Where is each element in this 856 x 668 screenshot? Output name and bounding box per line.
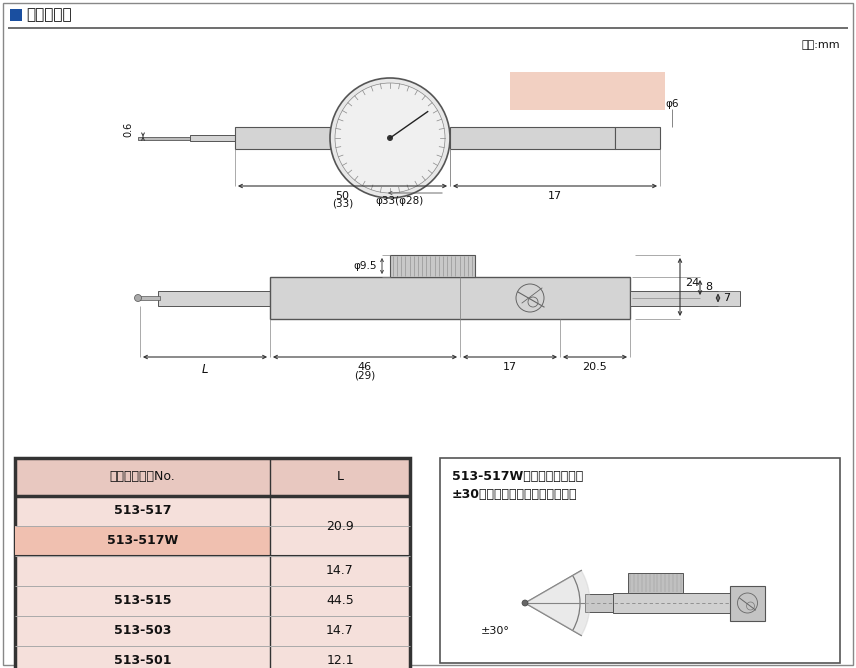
Text: 単体・コードNo.: 単体・コードNo.: [110, 470, 175, 484]
Text: 513-503: 513-503: [114, 625, 171, 637]
Text: φ9.5: φ9.5: [354, 261, 377, 271]
Text: 17: 17: [548, 191, 562, 201]
Text: 8: 8: [705, 283, 712, 293]
Bar: [630, 291, 740, 305]
Text: 44.5: 44.5: [326, 595, 354, 607]
Bar: [138, 296, 160, 300]
Circle shape: [387, 135, 393, 141]
Text: 24: 24: [685, 278, 699, 288]
Text: φ33(φ28): φ33(φ28): [376, 196, 424, 206]
Text: 外観寸法図: 外観寸法図: [26, 7, 72, 23]
Text: 17: 17: [503, 362, 517, 372]
Text: L: L: [336, 470, 343, 484]
Bar: [15, 458, 410, 668]
Bar: [15, 526, 270, 556]
Text: 0.6: 0.6: [123, 122, 133, 137]
Bar: [270, 277, 630, 319]
Text: (29): (29): [354, 371, 376, 381]
Bar: [158, 291, 270, 305]
Text: 513-517Wの場合は測定子を
±30度の範囲でご使用ください。: 513-517Wの場合は測定子を ±30度の範囲でご使用ください。: [452, 470, 583, 501]
Bar: [613, 593, 730, 613]
Text: 単位:mm: 単位:mm: [801, 40, 840, 50]
Circle shape: [522, 600, 528, 606]
Circle shape: [134, 295, 141, 301]
Bar: [138, 136, 190, 140]
Bar: [15, 458, 410, 668]
Text: 12.1: 12.1: [326, 655, 354, 667]
Bar: [730, 585, 765, 621]
Text: 20.5: 20.5: [583, 362, 608, 372]
Bar: [10, 9, 22, 21]
Text: 14.7: 14.7: [326, 564, 354, 578]
Polygon shape: [525, 570, 590, 635]
Text: L: L: [202, 363, 208, 376]
Text: ±30°: ±30°: [481, 626, 510, 636]
Text: 46: 46: [358, 362, 372, 372]
Bar: [235, 127, 330, 149]
Text: 513-515: 513-515: [114, 595, 171, 607]
Bar: [15, 458, 410, 496]
Text: 50: 50: [336, 191, 349, 201]
Circle shape: [330, 78, 450, 198]
Bar: [440, 458, 840, 663]
Bar: [390, 255, 475, 277]
Text: φ6: φ6: [665, 99, 679, 109]
Circle shape: [335, 83, 445, 193]
Text: 513-517W: 513-517W: [107, 534, 178, 548]
Text: 20.9: 20.9: [326, 520, 354, 532]
Bar: [628, 573, 683, 593]
Text: 14.7: 14.7: [326, 625, 354, 637]
Text: 513-501: 513-501: [114, 655, 171, 667]
Text: (33): (33): [332, 199, 354, 209]
Bar: [585, 594, 613, 612]
Text: 7: 7: [723, 293, 730, 303]
Bar: [190, 135, 235, 141]
Bar: [510, 72, 665, 110]
Text: 513-517: 513-517: [114, 504, 171, 518]
Bar: [615, 127, 660, 149]
Bar: [450, 127, 615, 149]
